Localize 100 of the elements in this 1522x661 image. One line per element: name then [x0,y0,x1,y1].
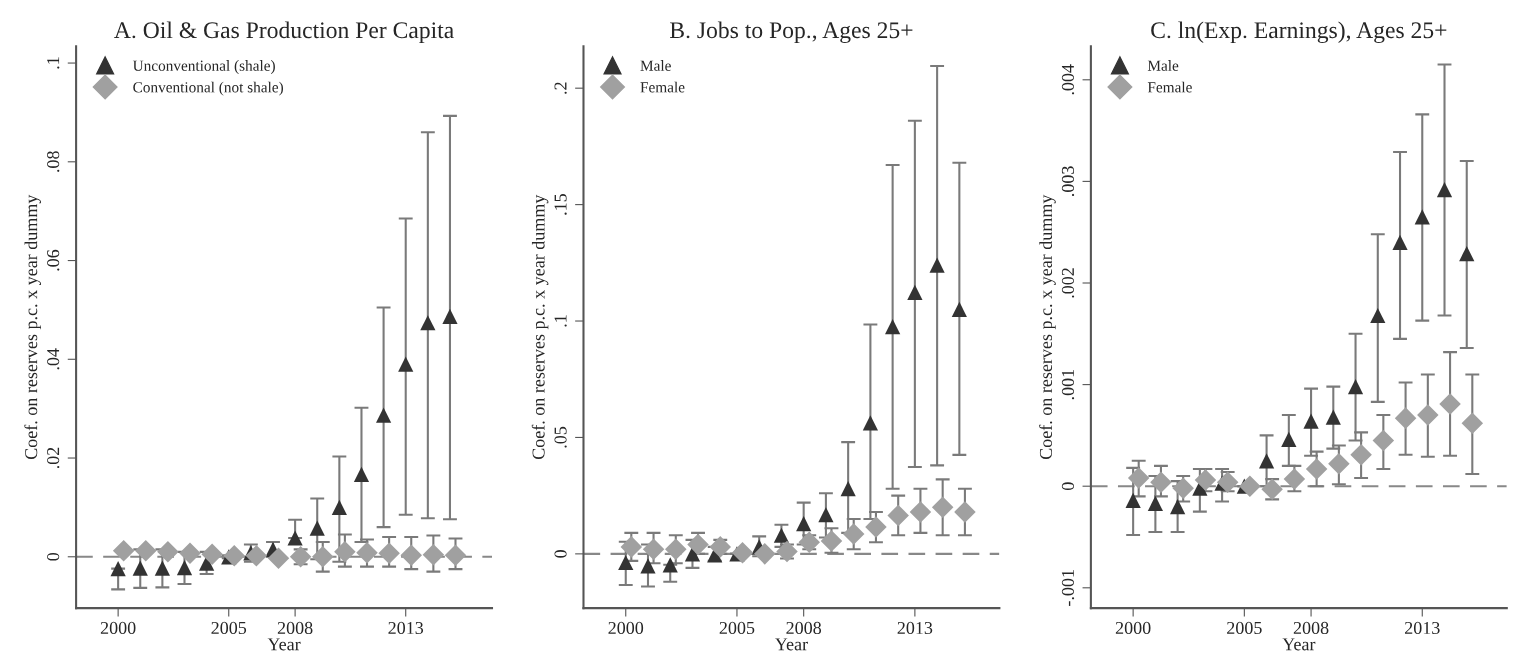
y-axis-title: Coef. on reserves p.c. x year dummy [24,194,41,460]
point [353,466,370,482]
point [1170,498,1186,515]
y-tick-label: -.001 [1061,570,1075,606]
point [157,541,179,563]
chart-title: C. ln(Exp. Earnings), Ages 25+ [1151,21,1447,44]
y-tick-label: .02 [47,447,60,469]
point [312,546,334,568]
point [422,544,445,566]
point [400,544,423,567]
point [640,558,656,574]
point [1459,245,1475,262]
x-tick-label: 2000 [608,621,644,635]
point [796,515,812,532]
y-tick-label: .003 [1061,166,1075,197]
point [132,560,148,576]
point [618,554,634,571]
point [1281,431,1297,448]
point [444,544,467,567]
point [642,538,665,560]
point [398,356,414,372]
point [334,541,356,563]
point [1172,477,1194,499]
point [135,540,157,562]
x-tick-label: 2013 [1405,621,1440,635]
point [1127,467,1150,489]
point [112,540,135,562]
point [773,527,790,543]
y-tick-label: .06 [47,249,60,271]
x-tick-label: 2008 [1293,621,1329,635]
x-tick-label: 2000 [1115,621,1151,635]
point [1239,475,1261,497]
x-tick-label: 2013 [897,621,933,635]
point [907,284,923,300]
point [1125,492,1141,509]
y-tick-label: .1 [554,315,567,327]
point [1394,407,1417,429]
point [1436,181,1453,198]
legend-label: Conventional (not shale) [133,81,283,96]
y-tick-label: .05 [554,426,567,448]
legend-label: Female [640,81,685,93]
point [929,257,945,273]
y-tick-label: .15 [554,194,567,215]
point [1461,412,1484,434]
point [1303,413,1319,429]
point [1372,429,1395,452]
point [176,560,193,576]
point [620,536,643,558]
point [1347,379,1364,395]
x-tick-label: 2005 [211,621,247,635]
x-tick-label: 2008 [786,621,822,635]
x-tick-label: 2000 [100,621,136,635]
point [1328,453,1350,475]
point [1350,443,1372,466]
point [442,308,458,324]
point [267,547,290,570]
point [818,507,834,523]
point [287,530,303,546]
y-tick-label: .08 [47,151,60,172]
y-tick-label: 0 [1061,482,1075,491]
y-tick-label: 0 [554,550,567,558]
legend-label: Male [640,60,671,71]
y-tick-label: .1 [47,57,60,69]
legend-label: Female [1147,81,1192,93]
legend-label: Unconventional (shale) [132,60,275,74]
chart-title: A. Oil & Gas Production Per Capita [114,21,454,43]
point [951,301,967,317]
x-axis-title: Year [267,638,301,651]
x-axis-title: Year [1282,638,1316,651]
point [909,501,932,523]
x-tick-label: 2005 [1227,621,1262,635]
chart-title: B. Jobs to Pop., Ages 25+ [670,21,913,44]
point [840,481,856,497]
x-axis-title: Year [775,638,808,651]
point [201,543,223,566]
y-axis-title: Coef. on reserves p.c. x year dummy [531,194,549,460]
legend-label: Male [1147,60,1179,71]
point [753,543,776,565]
point [1414,209,1430,225]
point [378,542,400,565]
point [356,542,378,564]
point [887,504,909,527]
point [1150,471,1172,493]
point [375,407,392,423]
y-axis-title: Coef. on reserves p.c. x year dummy [1039,194,1056,460]
point [110,561,126,577]
y-tick-label: .2 [554,82,567,94]
y-tick-label: .001 [1061,369,1075,400]
point [1439,393,1461,415]
point [862,415,878,431]
point [309,520,325,536]
point [1370,307,1386,324]
y-tick-label: 0 [47,552,60,561]
point [954,501,976,523]
point [179,542,201,565]
point [665,538,687,560]
point [1305,458,1328,480]
point [331,499,347,516]
point [1325,409,1341,425]
point [1147,495,1163,512]
